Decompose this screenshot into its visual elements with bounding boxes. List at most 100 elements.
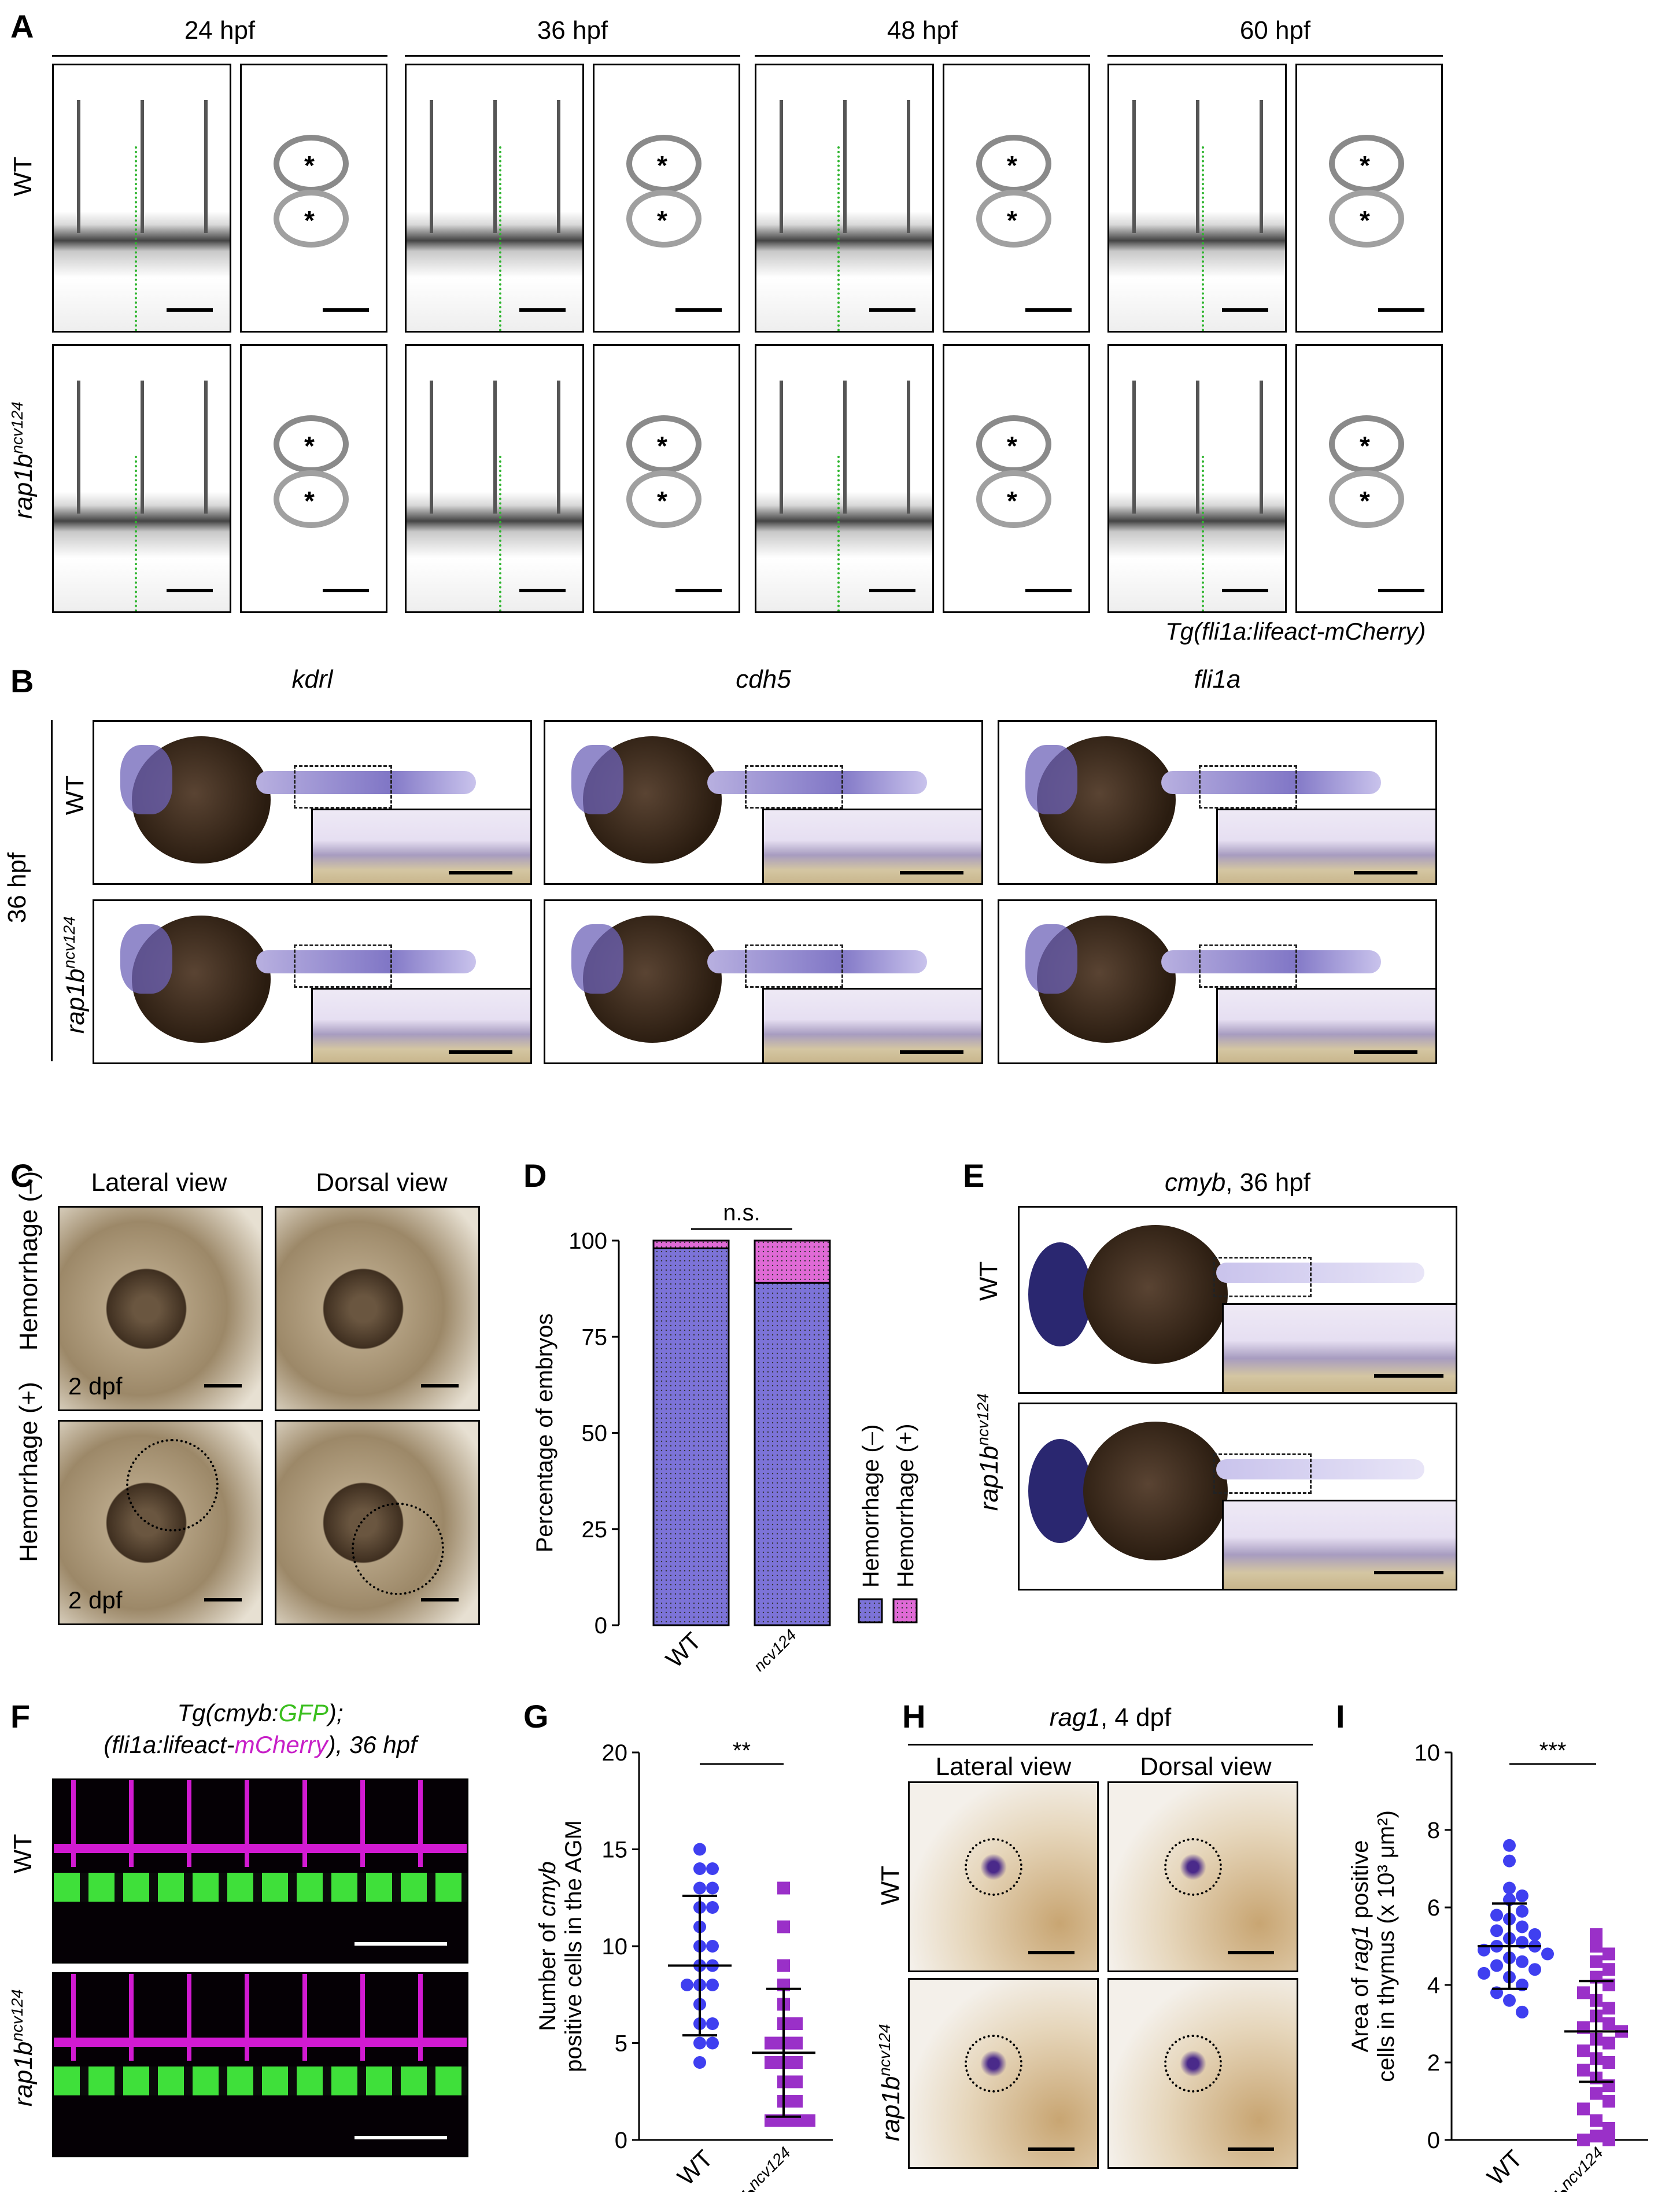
data-point	[1603, 2036, 1615, 2050]
panel-a-row-mutant: rap1bncv124	[8, 401, 38, 519]
data-point	[1603, 2056, 1615, 2069]
y-axis-label: Percentage of embryos	[532, 1313, 557, 1553]
data-point	[693, 1862, 706, 1875]
gfp-cells-green	[54, 1873, 467, 1902]
embryo-tail	[1161, 771, 1381, 794]
asterisk-marker: *	[657, 205, 667, 235]
y-tick-label: 20	[602, 1740, 628, 1766]
y-tick-label: 15	[602, 1837, 628, 1863]
panel-c-row-pos: Hemorrhage (+)	[14, 1382, 43, 1562]
asterisk-marker: *	[1360, 486, 1370, 516]
embryo-tail	[1161, 950, 1381, 973]
magnified-inset	[311, 988, 530, 1062]
data-point	[1590, 2087, 1603, 2100]
panel-c-col-dorsal: Dorsal view	[316, 1168, 448, 1197]
data-point	[706, 1862, 719, 1875]
col-cdh5: cdh5	[736, 665, 791, 693]
vessel-magenta	[360, 1974, 365, 2061]
y-tick-label: 50	[582, 1421, 608, 1446]
data-point	[693, 1881, 706, 1895]
magnified-inset	[1222, 1500, 1456, 1589]
data-point	[706, 2017, 719, 2030]
inset-region-box	[294, 944, 392, 988]
legend-swatch	[858, 1598, 883, 1623]
section-plane-line	[135, 456, 137, 611]
whole-mount-embryo-image	[93, 899, 532, 1064]
hemorrhage-circle	[126, 1439, 219, 1532]
scale-bar	[421, 1598, 459, 1601]
section-plane-line	[1202, 456, 1204, 611]
panel-b-row-wt: WT	[61, 775, 89, 815]
data-point	[1577, 2064, 1590, 2077]
scale-bar	[449, 871, 512, 874]
scale-bar	[1222, 308, 1268, 312]
data-point	[1516, 1889, 1528, 1902]
embryo-head-photo	[275, 1420, 480, 1625]
scale-bar	[1222, 589, 1268, 592]
inset-region-box	[1199, 765, 1297, 809]
magnified-inset	[1222, 1303, 1456, 1392]
data-point	[1528, 1963, 1541, 1976]
panel-h-col-lateral: Lateral view	[935, 1752, 1072, 1781]
intersegmental-vessel	[1196, 100, 1199, 233]
cmyb-embryo-image	[1018, 1206, 1457, 1394]
significance-label: n.s.	[723, 1200, 760, 1226]
x-tick-main: WT	[660, 1627, 706, 1671]
data-point	[1490, 1924, 1503, 1938]
asterisk-marker: *	[657, 150, 667, 180]
panel-b-row-mutant: rap1bncv124	[60, 916, 90, 1034]
panel-i-letter: I	[1336, 1698, 1345, 1735]
intersegmental-vessel	[141, 100, 144, 233]
magnified-inset	[762, 988, 981, 1062]
scale-bar	[1378, 589, 1424, 592]
scale-bar	[323, 308, 369, 312]
scale-bar	[675, 589, 722, 592]
y-tick-label: 75	[582, 1324, 608, 1350]
embryo-head-stain	[1025, 924, 1077, 994]
header-rule	[52, 55, 387, 57]
data-point	[1541, 1947, 1554, 1961]
rag1-embryo-image	[908, 1781, 1099, 1972]
y-tick-label: 0	[595, 1613, 607, 1639]
x-tick-label: WT	[660, 1627, 706, 1671]
data-point	[706, 2036, 719, 2050]
data-point	[790, 2095, 803, 2108]
panel-a-row-wt: WT	[9, 156, 37, 197]
data-point	[1516, 2005, 1528, 2018]
intersegmental-vessel	[493, 381, 497, 514]
data-point	[1590, 2130, 1603, 2143]
scale-bar	[421, 1384, 459, 1387]
gfp-cells-green	[54, 2066, 467, 2095]
whole-mount-embryo-image	[544, 899, 983, 1064]
inset-region-box	[1199, 944, 1297, 988]
y-tick-label: 10	[602, 1934, 628, 1959]
y-tick-label: 0	[615, 2128, 627, 2153]
vessel-magenta	[129, 1974, 134, 2061]
section-plane-line	[499, 146, 501, 331]
scale-bar	[1354, 1050, 1417, 1054]
y-tick-label: 5	[615, 2031, 627, 2057]
panel-h-col-dorsal: Dorsal view	[1140, 1752, 1272, 1781]
lateral-vessel-image	[755, 344, 934, 613]
panel-b-letter: B	[10, 663, 34, 699]
embryo-head-stain	[571, 745, 623, 814]
y-tick-label: 2	[1427, 2050, 1440, 2076]
intersegmental-vessel	[843, 100, 847, 233]
col-48hpf: 48 hpf	[887, 16, 958, 45]
data-point	[693, 2036, 706, 2050]
vessel-magenta	[360, 1780, 365, 1867]
embryo-tail	[256, 950, 476, 973]
data-point	[1503, 1994, 1516, 2007]
embryo-head-photo	[275, 1206, 480, 1411]
y-tick-label: 100	[568, 1228, 607, 1254]
scale-bar	[1025, 308, 1072, 312]
intersegmental-vessel	[780, 100, 783, 233]
y-tick-label: 6	[1427, 1895, 1440, 1921]
asterisk-marker: *	[304, 486, 315, 516]
scale-bar	[1228, 2147, 1274, 2151]
x-tick-main: WT	[672, 2145, 718, 2190]
fluorescence-image	[52, 1778, 468, 1964]
data-point	[1490, 1909, 1503, 1922]
scale-bar	[323, 589, 369, 592]
cardinal-vein-ring	[626, 470, 701, 528]
